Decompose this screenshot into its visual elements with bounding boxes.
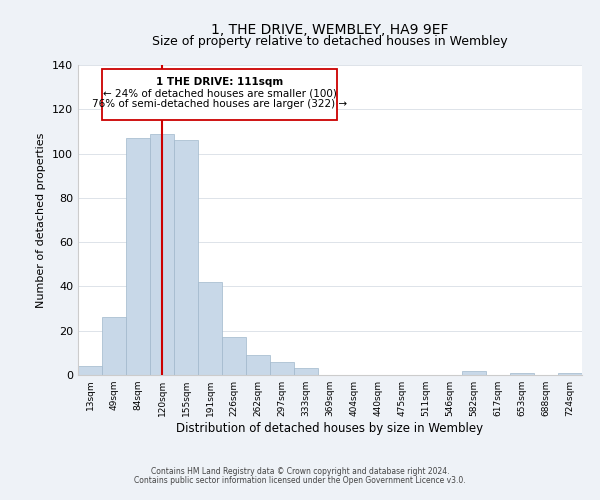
Bar (174, 140, 198, 375)
Bar (294, 368, 318, 375)
Bar (270, 362, 294, 375)
Bar (462, 370, 486, 375)
Text: 76% of semi-detached houses are larger (322) →: 76% of semi-detached houses are larger (… (92, 100, 347, 110)
Bar (102, 318, 126, 375)
Y-axis label: Number of detached properties: Number of detached properties (37, 132, 46, 308)
FancyBboxPatch shape (102, 70, 337, 120)
Bar (78, 366, 102, 375)
Bar (246, 355, 270, 375)
Text: 1 THE DRIVE: 111sqm: 1 THE DRIVE: 111sqm (156, 77, 283, 87)
X-axis label: Distribution of detached houses by size in Wembley: Distribution of detached houses by size … (176, 422, 484, 435)
Text: Contains public sector information licensed under the Open Government Licence v3: Contains public sector information licen… (134, 476, 466, 485)
Bar (510, 373, 534, 375)
Text: Size of property relative to detached houses in Wembley: Size of property relative to detached ho… (152, 35, 508, 48)
Text: 1, THE DRIVE, WEMBLEY, HA9 9EF: 1, THE DRIVE, WEMBLEY, HA9 9EF (211, 22, 449, 36)
Text: Contains HM Land Registry data © Crown copyright and database right 2024.: Contains HM Land Registry data © Crown c… (151, 467, 449, 476)
Bar (198, 282, 222, 375)
Bar (558, 373, 582, 375)
Bar (126, 138, 150, 375)
Bar (222, 338, 246, 375)
Text: ← 24% of detached houses are smaller (100): ← 24% of detached houses are smaller (10… (103, 88, 337, 98)
Bar (150, 134, 174, 375)
